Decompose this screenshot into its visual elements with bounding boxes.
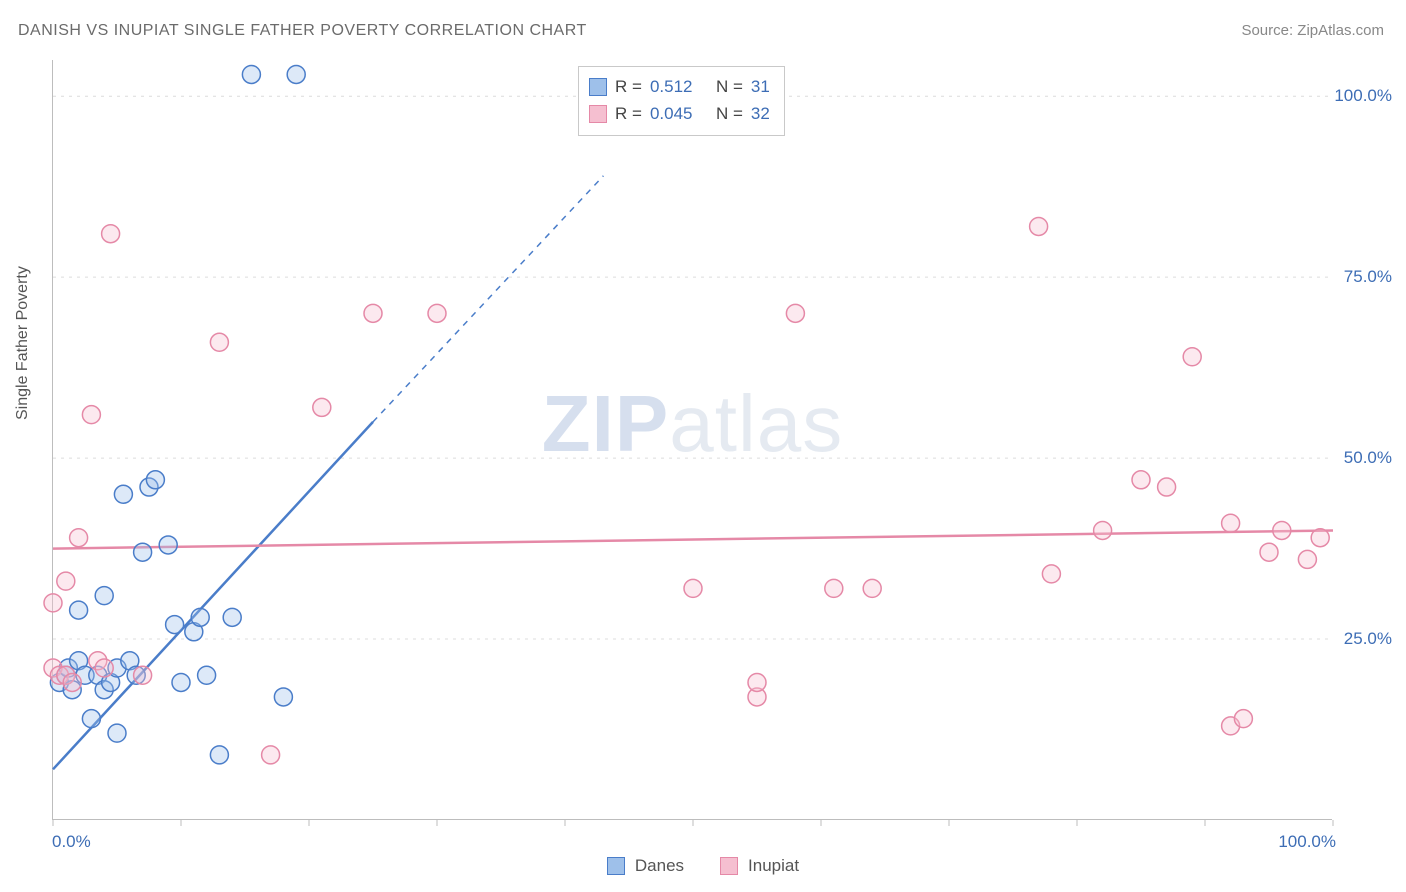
scatter-plot-svg [53, 60, 1332, 819]
source-attribution: Source: ZipAtlas.com [1241, 22, 1384, 39]
series-swatch [607, 857, 625, 875]
n-value: 31 [751, 73, 770, 100]
n-value: 32 [751, 100, 770, 127]
r-label: R = [615, 100, 642, 127]
stats-row: R = 0.512 N = 31 [589, 73, 770, 100]
r-value: 0.512 [650, 73, 708, 100]
y-tick-label: 100.0% [1334, 86, 1392, 106]
legend-item: Inupiat [720, 856, 799, 876]
n-label: N = [716, 100, 743, 127]
chart-container: DANISH VS INUPIAT SINGLE FATHER POVERTY … [0, 0, 1406, 892]
x-axis-min-label: 0.0% [52, 832, 91, 852]
series-swatch [589, 105, 607, 123]
legend-label: Inupiat [748, 856, 799, 876]
y-tick-label: 25.0% [1344, 629, 1392, 649]
series-swatch [720, 857, 738, 875]
stats-row: R = 0.045 N = 32 [589, 100, 770, 127]
y-tick-label: 75.0% [1344, 267, 1392, 287]
n-label: N = [716, 73, 743, 100]
y-tick-label: 50.0% [1344, 448, 1392, 468]
series-swatch [589, 78, 607, 96]
chart-title: DANISH VS INUPIAT SINGLE FATHER POVERTY … [18, 22, 587, 40]
legend-item: Danes [607, 856, 684, 876]
legend-label: Danes [635, 856, 684, 876]
y-axis-label: Single Father Poverty [14, 266, 32, 420]
plot-area: ZIPatlas [52, 60, 1332, 820]
correlation-stats-box: R = 0.512 N = 31 R = 0.045 N = 32 [578, 66, 785, 136]
r-label: R = [615, 73, 642, 100]
x-axis-max-label: 100.0% [1278, 832, 1336, 852]
r-value: 0.045 [650, 100, 708, 127]
series-legend: Danes Inupiat [0, 856, 1406, 876]
